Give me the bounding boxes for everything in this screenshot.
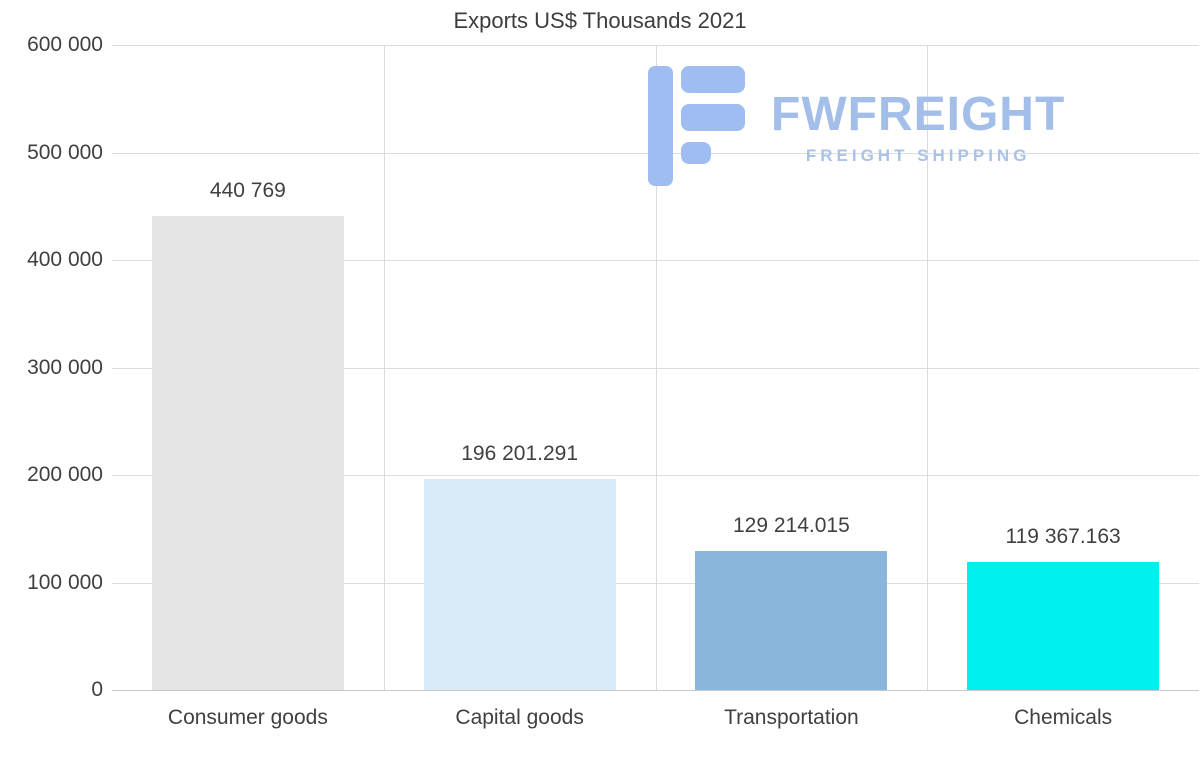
bar-value-label-capital-goods: 196 201.291 xyxy=(461,442,579,466)
x-tick-label-consumer-goods: Consumer goods xyxy=(167,706,328,729)
bar-capital-goods xyxy=(423,479,616,690)
logo-subtitle-text: FREIGHT SHIPPING xyxy=(805,146,1031,166)
x-tick-label-capital-goods: Capital goods xyxy=(455,706,584,729)
bar-consumer-goods xyxy=(151,216,344,690)
x-tick-label-chemicals: Chemicals xyxy=(1014,706,1113,729)
bar-chemicals xyxy=(967,561,1160,690)
logo-brand-text: FWFREIGHT xyxy=(771,88,1066,141)
bar-value-label-transportation: 129 214.015 xyxy=(732,514,850,538)
bar-value-label-consumer-goods: 440 769 xyxy=(209,179,286,203)
gridline-vertical xyxy=(383,45,385,690)
gridline-vertical xyxy=(927,45,929,690)
gridline-horizontal xyxy=(112,690,1199,691)
y-tick-label: 100 000 xyxy=(27,570,103,594)
y-tick-label: 600 000 xyxy=(27,33,103,56)
plot-area: 440 769 196 201.291 129 214.015 119 367.163 xyxy=(112,45,1199,691)
gridline-vertical xyxy=(655,45,657,690)
y-tick-label: 300 000 xyxy=(27,355,103,379)
bar-value-label-chemicals: 119 367.163 xyxy=(1005,524,1121,548)
y-tick-label: 0 xyxy=(91,678,103,701)
x-axis: Consumer goods Capital goods Transportatio… xyxy=(0,690,1200,763)
x-tick-label-transportation: Transportation xyxy=(724,706,859,729)
fwfreight-logo-icon xyxy=(648,66,745,186)
logo-text-block: FWFREIGHT FREIGHT SHIPPING xyxy=(771,66,1065,166)
bar-transportation xyxy=(695,551,888,690)
y-tick-label: 400 000 xyxy=(27,248,103,271)
fwfreight-logo: FWFREIGHT FREIGHT SHIPPING xyxy=(648,66,1065,186)
y-tick-label: 500 000 xyxy=(27,140,103,164)
y-axis: 0 100 000 200 000 300 000 400 000 500 000 600 … xyxy=(0,0,103,763)
chart-title: Exports US$ Thousands 2021 xyxy=(453,8,747,33)
y-tick-label: 200 000 xyxy=(27,463,103,486)
